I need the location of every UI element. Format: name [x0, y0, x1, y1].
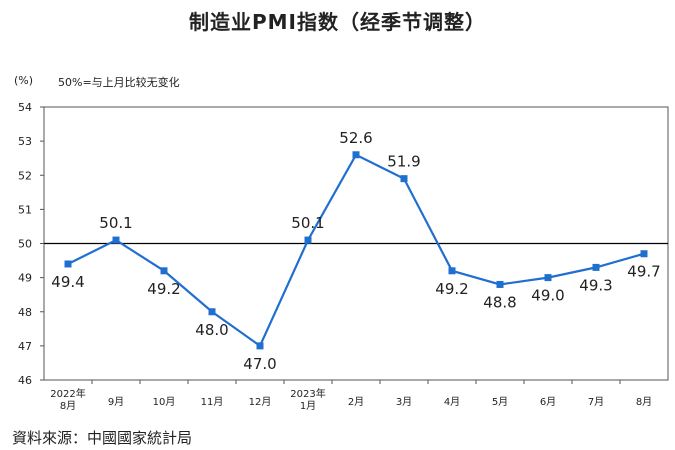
y-tick-label: 48 [18, 306, 32, 319]
data-label: 50.1 [291, 214, 324, 232]
data-label: 50.1 [99, 214, 132, 232]
x-tick-label: 7月 [588, 396, 604, 408]
data-point [448, 267, 456, 275]
data-point [304, 236, 312, 244]
x-tick-label: 2月 [348, 396, 364, 408]
y-tick-label: 54 [18, 101, 32, 114]
y-tick-label: 52 [18, 169, 32, 182]
x-tick-label: 5月 [492, 396, 508, 408]
data-label: 49.0 [531, 287, 564, 305]
data-point [400, 175, 408, 183]
x-tick-label: 3月 [396, 396, 412, 408]
data-label: 49.2 [147, 280, 180, 298]
y-tick-label: 47 [18, 340, 32, 353]
x-tick-label: 4月 [444, 396, 460, 408]
data-label: 48.0 [195, 321, 228, 339]
data-point [640, 250, 648, 258]
series-line [67, 153, 645, 348]
data-label: 52.6 [339, 129, 372, 147]
source-note: 資料來源：中國國家統計局 [12, 429, 193, 447]
data-point [592, 263, 600, 271]
chart-title: 制造业PMI指数（经季节调整） [188, 10, 486, 34]
y-tick-label: 49 [18, 272, 32, 285]
x-tick-label: 11月 [201, 396, 224, 408]
data-point [160, 267, 168, 275]
data-label: 49.2 [435, 280, 468, 298]
y-tick-label: 51 [18, 203, 32, 216]
data-label: 49.4 [51, 273, 84, 291]
y-tick-label: 53 [18, 135, 32, 148]
data-label: 47.0 [243, 355, 276, 373]
data-label: 51.9 [387, 153, 420, 171]
data-label: 49.3 [579, 276, 612, 294]
data-point [496, 280, 504, 288]
x-tick-label: 10月 [153, 396, 176, 408]
data-point [208, 308, 216, 316]
x-tick-label: 9月 [108, 396, 124, 408]
x-tick-label: 1月 [300, 400, 316, 412]
data-label: 49.7 [627, 263, 660, 281]
data-point [256, 342, 264, 350]
data-label: 48.8 [483, 293, 516, 311]
data-point [64, 260, 72, 268]
x-tick-label: 8月 [636, 396, 652, 408]
x-tick-label: 12月 [249, 396, 272, 408]
x-tick-label: 6月 [540, 396, 556, 408]
x-tick-label: 2023年 [290, 387, 325, 400]
reference-note: 50%=与上月比较无变化 [58, 76, 180, 89]
x-tick-label: 8月 [60, 400, 76, 412]
y-axis-unit: (%) [14, 74, 34, 87]
data-point [544, 274, 552, 282]
data-point [352, 151, 360, 159]
y-tick-label: 46 [18, 374, 32, 387]
x-tick-label: 2022年 [50, 387, 85, 400]
y-tick-label: 50 [18, 238, 32, 251]
data-point [112, 236, 120, 244]
